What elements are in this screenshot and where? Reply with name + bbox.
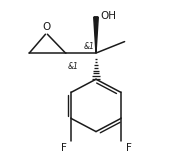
Text: O: O xyxy=(42,22,50,32)
Text: F: F xyxy=(61,143,66,153)
Text: &1: &1 xyxy=(83,42,94,51)
Text: &1: &1 xyxy=(67,62,78,71)
Text: OH: OH xyxy=(101,11,117,21)
Text: F: F xyxy=(126,143,131,153)
Polygon shape xyxy=(94,17,98,53)
